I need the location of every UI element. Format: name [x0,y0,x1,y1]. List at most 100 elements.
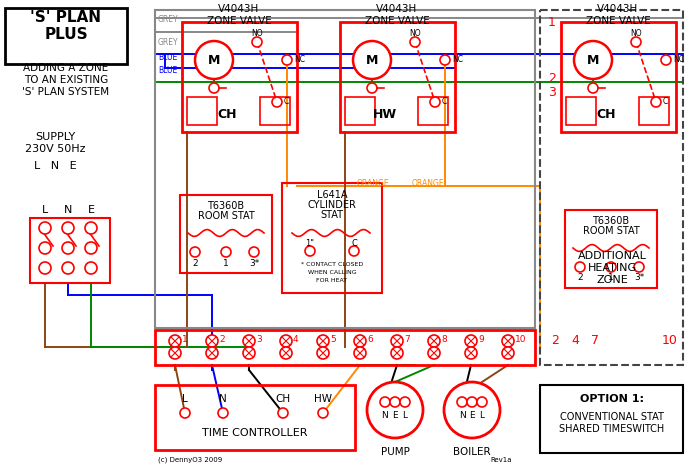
Circle shape [195,41,233,79]
Bar [340,22,455,132]
Text: NO: NO [251,29,263,38]
Text: E: E [88,205,95,215]
Bar [540,10,683,365]
Text: 3*: 3* [249,258,259,268]
Circle shape [209,83,219,93]
Circle shape [39,262,51,274]
Bar [187,97,217,125]
Bar [155,10,535,328]
Text: 7: 7 [591,334,599,346]
Text: 1: 1 [608,273,614,283]
Circle shape [575,262,585,272]
Text: ROOM STAT: ROOM STAT [582,226,640,236]
Text: NO: NO [630,29,642,38]
Bar [5,8,127,64]
Text: 6: 6 [367,335,373,344]
Text: C: C [663,97,668,107]
Circle shape [606,262,616,272]
Circle shape [62,242,74,254]
Text: 10: 10 [662,334,678,346]
Bar [566,97,596,125]
Circle shape [440,55,450,65]
Text: * CONTACT CLOSED: * CONTACT CLOSED [301,263,363,268]
Circle shape [252,37,262,47]
Circle shape [206,347,218,359]
Text: 8: 8 [441,335,446,344]
Text: N: N [219,394,227,404]
Circle shape [354,335,366,347]
Text: 3: 3 [548,86,556,98]
Text: L: L [42,205,48,215]
Circle shape [634,262,644,272]
Text: 2: 2 [193,258,198,268]
Text: ORANGE: ORANGE [412,178,444,188]
Circle shape [317,335,329,347]
Bar [561,22,676,132]
Circle shape [280,335,292,347]
Text: C: C [351,239,357,248]
Text: CH: CH [596,109,615,122]
Text: M: M [208,53,220,66]
Circle shape [391,335,403,347]
Text: 1": 1" [306,239,315,248]
Circle shape [380,397,390,407]
Text: 9: 9 [478,335,484,344]
Text: 2: 2 [551,334,559,346]
Text: FOR HEAT: FOR HEAT [317,278,348,284]
Circle shape [206,335,218,347]
Circle shape [169,335,181,347]
Bar [155,330,535,365]
Circle shape [243,347,255,359]
Circle shape [62,222,74,234]
Circle shape [588,83,598,93]
Circle shape [574,41,612,79]
Text: CYLINDER: CYLINDER [308,200,357,210]
Text: E: E [469,410,475,419]
Circle shape [39,242,51,254]
Circle shape [85,222,97,234]
Circle shape [354,347,366,359]
Circle shape [410,37,420,47]
Circle shape [367,83,377,93]
Circle shape [169,347,181,359]
Text: BLUE: BLUE [158,66,177,75]
Circle shape [465,347,477,359]
Bar [540,385,683,453]
Text: L: L [182,394,188,404]
Circle shape [502,347,514,359]
Text: BLUE: BLUE [158,53,177,62]
Text: CH: CH [275,394,290,404]
Circle shape [457,397,467,407]
Circle shape [39,222,51,234]
Circle shape [428,347,440,359]
Text: N: N [459,410,465,419]
Text: V4043H
ZONE VALVE: V4043H ZONE VALVE [206,4,271,26]
Circle shape [305,246,315,256]
Circle shape [317,347,329,359]
Text: L   N   E: L N E [34,161,77,171]
Text: E: E [392,410,398,419]
Text: NO: NO [409,29,421,38]
Circle shape [218,408,228,418]
Circle shape [85,262,97,274]
Text: HW: HW [314,394,332,404]
Circle shape [190,247,200,257]
Circle shape [428,335,440,347]
Text: 1: 1 [182,335,188,344]
Text: L: L [480,410,484,419]
Text: 2: 2 [219,335,225,344]
Text: 1: 1 [223,258,229,268]
Text: CH: CH [217,109,237,122]
Text: N: N [63,205,72,215]
Circle shape [353,41,391,79]
Circle shape [430,97,440,107]
Circle shape [367,382,423,438]
Text: OPTION 1:: OPTION 1: [580,394,644,404]
Text: 4: 4 [293,335,299,344]
Text: STAT: STAT [320,210,344,220]
Bar [180,195,272,273]
Circle shape [390,397,400,407]
Text: ROOM STAT: ROOM STAT [197,211,255,221]
Bar [260,97,290,125]
Text: T6360B: T6360B [208,201,244,211]
